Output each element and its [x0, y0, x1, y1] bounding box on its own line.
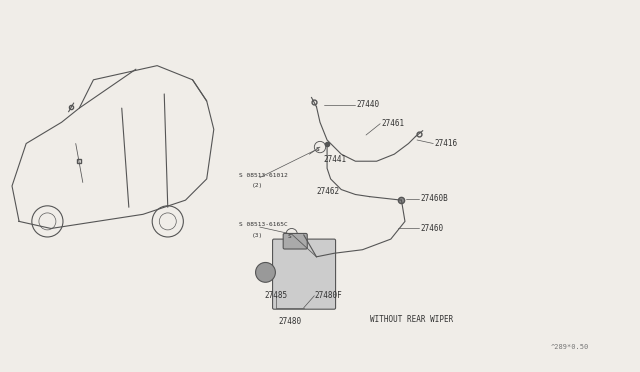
- Text: 27460: 27460: [420, 224, 444, 233]
- FancyBboxPatch shape: [283, 234, 307, 249]
- FancyBboxPatch shape: [273, 239, 335, 309]
- Text: 27462: 27462: [316, 187, 340, 196]
- Text: 27480F: 27480F: [314, 291, 342, 300]
- Text: 27441: 27441: [324, 155, 347, 164]
- Text: (3): (3): [252, 233, 262, 238]
- Text: 27440: 27440: [357, 100, 380, 109]
- Text: S: S: [316, 147, 320, 152]
- Circle shape: [255, 263, 275, 282]
- Text: 27461: 27461: [381, 119, 404, 128]
- Text: 27416: 27416: [435, 139, 458, 148]
- Text: S 08513-6165C: S 08513-6165C: [239, 222, 287, 227]
- Text: 27460B: 27460B: [420, 194, 448, 203]
- Text: S: S: [287, 234, 291, 239]
- Text: 27485: 27485: [265, 291, 288, 300]
- Text: ^289*0.50: ^289*0.50: [551, 344, 589, 350]
- Text: (2): (2): [252, 183, 262, 189]
- Text: 27480: 27480: [278, 317, 302, 327]
- Text: WITHOUT REAR WIPER: WITHOUT REAR WIPER: [369, 315, 453, 324]
- Text: S 08513-61012: S 08513-61012: [239, 173, 287, 178]
